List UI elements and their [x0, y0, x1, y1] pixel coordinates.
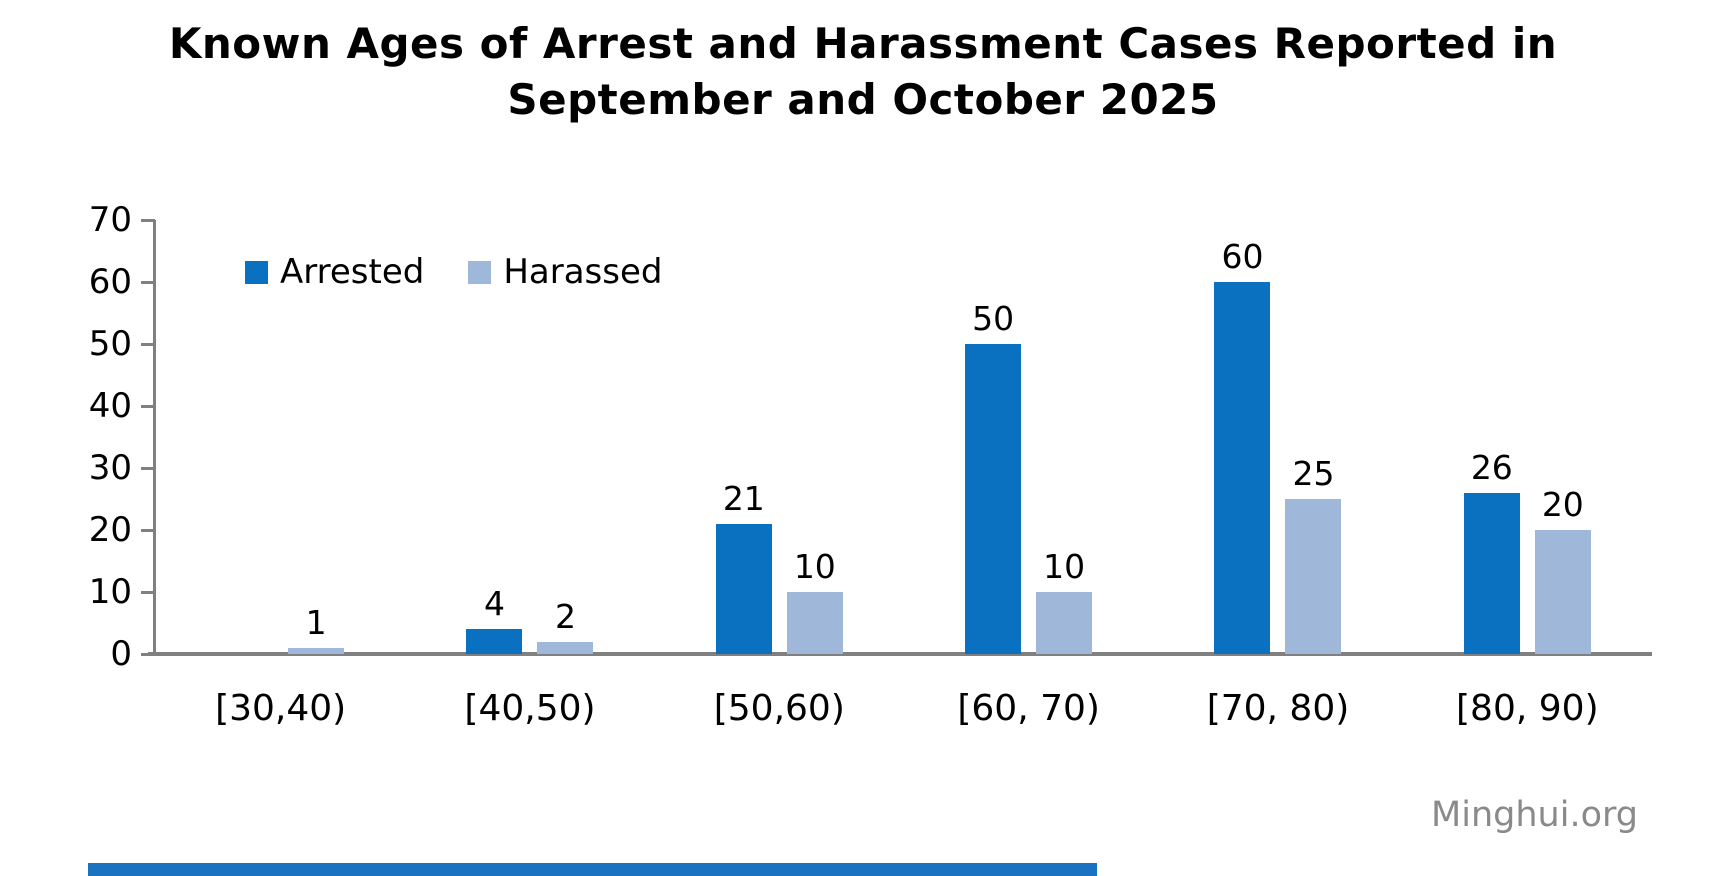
x-axis-label: [60, 70) [957, 688, 1100, 729]
y-axis-tick-label: 50 [88, 324, 132, 364]
chart-title-line-2: September and October 2025 [507, 75, 1219, 124]
y-axis-tick-label: 40 [88, 386, 132, 426]
y-axis-tick-mark [141, 281, 155, 284]
bar-group-2: 21 10 [655, 220, 904, 654]
bar-arrested-4 [1214, 282, 1271, 654]
y-axis-tick-mark [141, 591, 155, 594]
y-axis-tick-label: 30 [88, 448, 132, 488]
bar-column: 10 [1036, 547, 1093, 654]
footer-accent-bar [88, 863, 1097, 876]
y-axis-tick-label: 0 [110, 634, 132, 674]
bar-arrested-1 [466, 629, 523, 654]
bar-group-3: 50 10 [904, 220, 1153, 654]
bar-value-label: 20 [1541, 485, 1584, 524]
y-axis-tick-mark [141, 529, 155, 532]
y-axis-tick-mark [141, 467, 155, 470]
chart-title: Known Ages of Arrest and Harassment Case… [0, 16, 1726, 128]
bar-group-0: 1 [156, 220, 405, 654]
bar-value-label: 1 [305, 602, 327, 642]
y-axis-tick-mark [141, 219, 155, 222]
bar-column: 26 [1463, 447, 1520, 654]
bar-harassed-4 [1285, 499, 1342, 654]
bar-value-label: 10 [793, 547, 836, 586]
x-axis-label: [50,60) [713, 688, 845, 729]
x-axis-label: [30,40) [215, 688, 347, 729]
bar-column: 4 [466, 584, 523, 654]
bar-value-label: 26 [1470, 447, 1513, 487]
legend-label-arrested: Arrested [280, 252, 425, 292]
bar-arrested-3 [965, 344, 1022, 654]
bar-harassed-3 [1036, 592, 1093, 654]
legend-label-harassed: Harassed [503, 252, 663, 292]
bar-harassed-0 [288, 647, 345, 654]
bar-column: 2 [537, 596, 594, 654]
bar-column: 60 [1214, 237, 1271, 654]
bar-group-5: 26 20 [1403, 220, 1652, 654]
bar-harassed-2 [786, 592, 843, 654]
legend-swatch-arrested-icon [245, 260, 268, 284]
y-axis-line [153, 220, 156, 656]
bar-harassed-1 [537, 641, 594, 654]
y-axis-tick-mark [141, 405, 155, 408]
x-axis-label: [80, 90) [1456, 688, 1599, 729]
bar-column: 20 [1534, 485, 1591, 654]
x-axis-line [148, 652, 1652, 656]
y-axis-tick-label: 20 [88, 510, 132, 550]
bar-value-label: 2 [554, 596, 576, 636]
bar-group-4: 60 25 [1153, 220, 1402, 654]
bar-arrested-5 [1463, 492, 1520, 654]
bar-value-label: 50 [972, 299, 1015, 338]
chart-legend: Arrested Harassed [245, 252, 663, 292]
legend-swatch-harassed-icon [468, 260, 492, 284]
bar-column: 25 [1285, 454, 1342, 654]
bar-harassed-5 [1534, 530, 1591, 654]
bar-column: 1 [288, 602, 345, 654]
bar-value-label: 4 [483, 584, 505, 624]
y-axis-tick-label: 10 [88, 572, 132, 612]
y-axis-tick-mark [141, 343, 155, 346]
bar-value-label: 10 [1043, 547, 1086, 586]
legend-entry-arrested: Arrested [245, 252, 424, 292]
bar-column [217, 647, 273, 654]
legend-entry-harassed: Harassed [468, 252, 663, 292]
bar-value-label: 21 [722, 478, 765, 518]
bar-column: 10 [786, 547, 843, 654]
y-axis-tick-label: 60 [88, 262, 132, 302]
watermark: Minghui.org [1431, 795, 1638, 835]
bar-value-label: 60 [1221, 237, 1264, 276]
bar-column: 50 [965, 299, 1022, 654]
x-axis-label: [40,50) [464, 688, 596, 729]
bar-value-label: 25 [1292, 454, 1335, 493]
bar-column: 21 [715, 478, 772, 654]
x-axis-label: [70, 80) [1206, 688, 1350, 729]
chart-title-line-1: Known Ages of Arrest and Harassment Case… [168, 19, 1558, 68]
bar-arrested-2 [715, 523, 772, 654]
y-axis-tick-label: 70 [88, 200, 132, 240]
